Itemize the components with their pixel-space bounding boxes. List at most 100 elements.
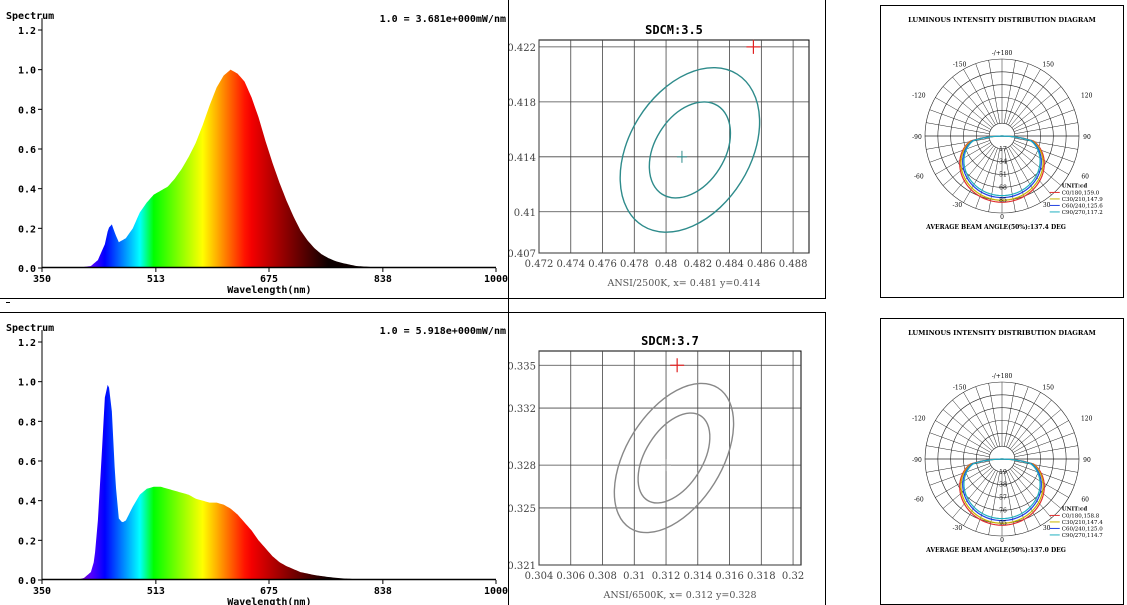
spectrum-chart-top: 0.0 0.2 0.4 0.6 0.8 1.0 1.2 350 513 675 838 1000 Spe…: [6, 11, 508, 296]
polar-spoke: [1013, 109, 1075, 132]
x-tick-label: 0.31: [623, 571, 645, 582]
polar-spoke: [1011, 86, 1062, 128]
polar-spoke: [1003, 60, 1016, 124]
y-tick-label: 0.325: [509, 504, 536, 515]
polar-radial-label: 34: [999, 159, 1007, 166]
scale-note: 1.0 = 3.681e+000mW/nm: [380, 14, 506, 25]
sdcm-ellipse-outer: [619, 67, 761, 233]
polar-angle-label: -30: [953, 525, 963, 532]
polar-spoke: [1010, 399, 1052, 450]
polar-spoke: [1014, 445, 1078, 458]
polar-curve-0: [959, 458, 1045, 526]
polar-spoke: [975, 147, 998, 209]
spectrum-chart-bottom: 0.0 0.2 0.4 0.6 0.8 1.0 1.2 350 513 675 838 1000 Spe…: [6, 323, 508, 605]
polar-spoke: [975, 63, 998, 125]
x-tick-label: 0.482: [684, 259, 713, 270]
divider-sdcm-2: [508, 312, 826, 313]
polar-spoke: [988, 383, 1001, 447]
polar-spoke: [935, 97, 992, 130]
y-tick-label: 0.332: [509, 404, 536, 415]
y-tick-label: 1.2: [18, 338, 36, 349]
polar-title: LUMINOUS INTENSITY DISTRIBUTION DIAGRAM: [908, 329, 1096, 337]
divider-vertical: [508, 0, 509, 605]
polar-angle-label: -150: [953, 385, 967, 392]
x-tick-label: 1000: [484, 586, 508, 597]
polar-spoke: [952, 468, 994, 519]
polar-radial-label: 95: [999, 520, 1007, 527]
polar-unit: UNIT:cd: [1062, 506, 1088, 512]
divider-horizontal: [0, 298, 515, 299]
polar-spoke: [1008, 69, 1041, 126]
x-tick-label: 350: [33, 274, 51, 285]
polar-spoke: [1006, 63, 1029, 125]
sdcm-ellipse-inner: [637, 412, 711, 504]
polar-radial-label: 38: [999, 482, 1007, 489]
polar-spoke: [988, 60, 1001, 124]
x-tick-label: 675: [260, 586, 278, 597]
polar-spoke: [926, 137, 990, 150]
x-tick-label: 0.474: [556, 259, 585, 270]
sdcm-chart-bottom: 0.304 0.306 0.308 0.31 0.312 0.314 0.316 0.318 0…: [509, 334, 804, 601]
polar-spoke: [929, 432, 991, 455]
polar-spoke: [935, 420, 992, 453]
y-tick-label: 0.41: [514, 208, 536, 219]
polar-radial-label: 76: [999, 507, 1007, 514]
polar-radial-label: 51: [999, 172, 1007, 179]
y-tick-label: 0.4: [18, 185, 36, 196]
polar-spoke: [1014, 122, 1078, 135]
polar-panel-top: [880, 5, 1124, 298]
polar-spoke: [963, 146, 996, 203]
y-tick-label: 0.6: [18, 145, 36, 156]
spectrum-area: [62, 384, 392, 580]
polar-radial-label: 17: [999, 146, 1007, 153]
sdcm-chart-top: 0.472 0.474 0.476 0.478 0.48 0.482 0.484 0.486 0…: [509, 23, 810, 289]
y-tick-label: 1.0: [18, 378, 36, 389]
polar-angle-label: -/+180: [992, 50, 1013, 57]
polar-angle-label: -150: [953, 62, 967, 69]
polar-curve-3: [963, 458, 1041, 520]
x-tick-label: 1000: [484, 274, 508, 285]
x-tick-label: 0.306: [556, 571, 585, 582]
legend-label: C90/270,117.2: [1062, 210, 1103, 216]
divider-sdcm: [508, 298, 826, 299]
y-tick-label: 0.328: [509, 461, 536, 472]
polar-chart-bottom: LUMINOUS INTENSITY DISTRIBUTION DIAGRAM -…: [908, 329, 1104, 554]
legend-label: C30/210,147.4: [1062, 520, 1104, 526]
polar-angle-label: -90: [912, 457, 922, 464]
divider-horizontal-2: [0, 312, 515, 313]
polar-spoke: [929, 140, 991, 163]
polar-spoke: [942, 467, 993, 509]
y-tick-label: 1.0: [18, 66, 36, 77]
y-tick-label: 0.414: [509, 153, 536, 164]
polar-spoke: [1013, 463, 1075, 486]
legend-label: C60/240,125.0: [1062, 526, 1104, 532]
spectrum-title: Spectrum: [6, 11, 54, 22]
x-tick-label: 513: [147, 274, 165, 285]
polar-curve-2: [962, 458, 1042, 522]
polar-radial-label: 19: [999, 469, 1007, 476]
polar-angle-label: -60: [914, 496, 924, 503]
y-tick-label: 0.8: [18, 417, 36, 428]
polar-spoke: [942, 144, 993, 186]
polar-beam-angle: AVERAGE BEAM ANGLE(50%):137.4 DEG: [925, 224, 1066, 231]
polar-spoke: [926, 460, 990, 473]
polar-curve-2: [962, 135, 1042, 199]
polar-spoke: [926, 445, 990, 458]
polar-angle-label: 90: [1083, 134, 1091, 141]
polar-spoke: [1003, 383, 1016, 447]
y-tick-label: 0.8: [18, 105, 36, 116]
sdcm-plot-frame: [538, 39, 810, 254]
polar-spoke: [1014, 137, 1078, 150]
x-tick-label: 838: [374, 274, 392, 285]
y-tick-label: 0.321: [509, 561, 536, 572]
spectrum-title: Spectrum: [6, 323, 54, 334]
polar-spoke: [926, 122, 990, 135]
y-tick-label: 0.335: [509, 361, 536, 372]
polar-angle-label: -30: [953, 202, 963, 209]
polar-curve-1: [960, 135, 1044, 201]
x-tick-label: 0.486: [747, 259, 776, 270]
divider-right-edge-2: [825, 312, 826, 605]
x-tick-label: 0.316: [715, 571, 744, 582]
polar-spoke: [1011, 409, 1062, 451]
sdcm-footer: ANSI/6500K, x= 0.312 y=0.328: [602, 590, 756, 601]
